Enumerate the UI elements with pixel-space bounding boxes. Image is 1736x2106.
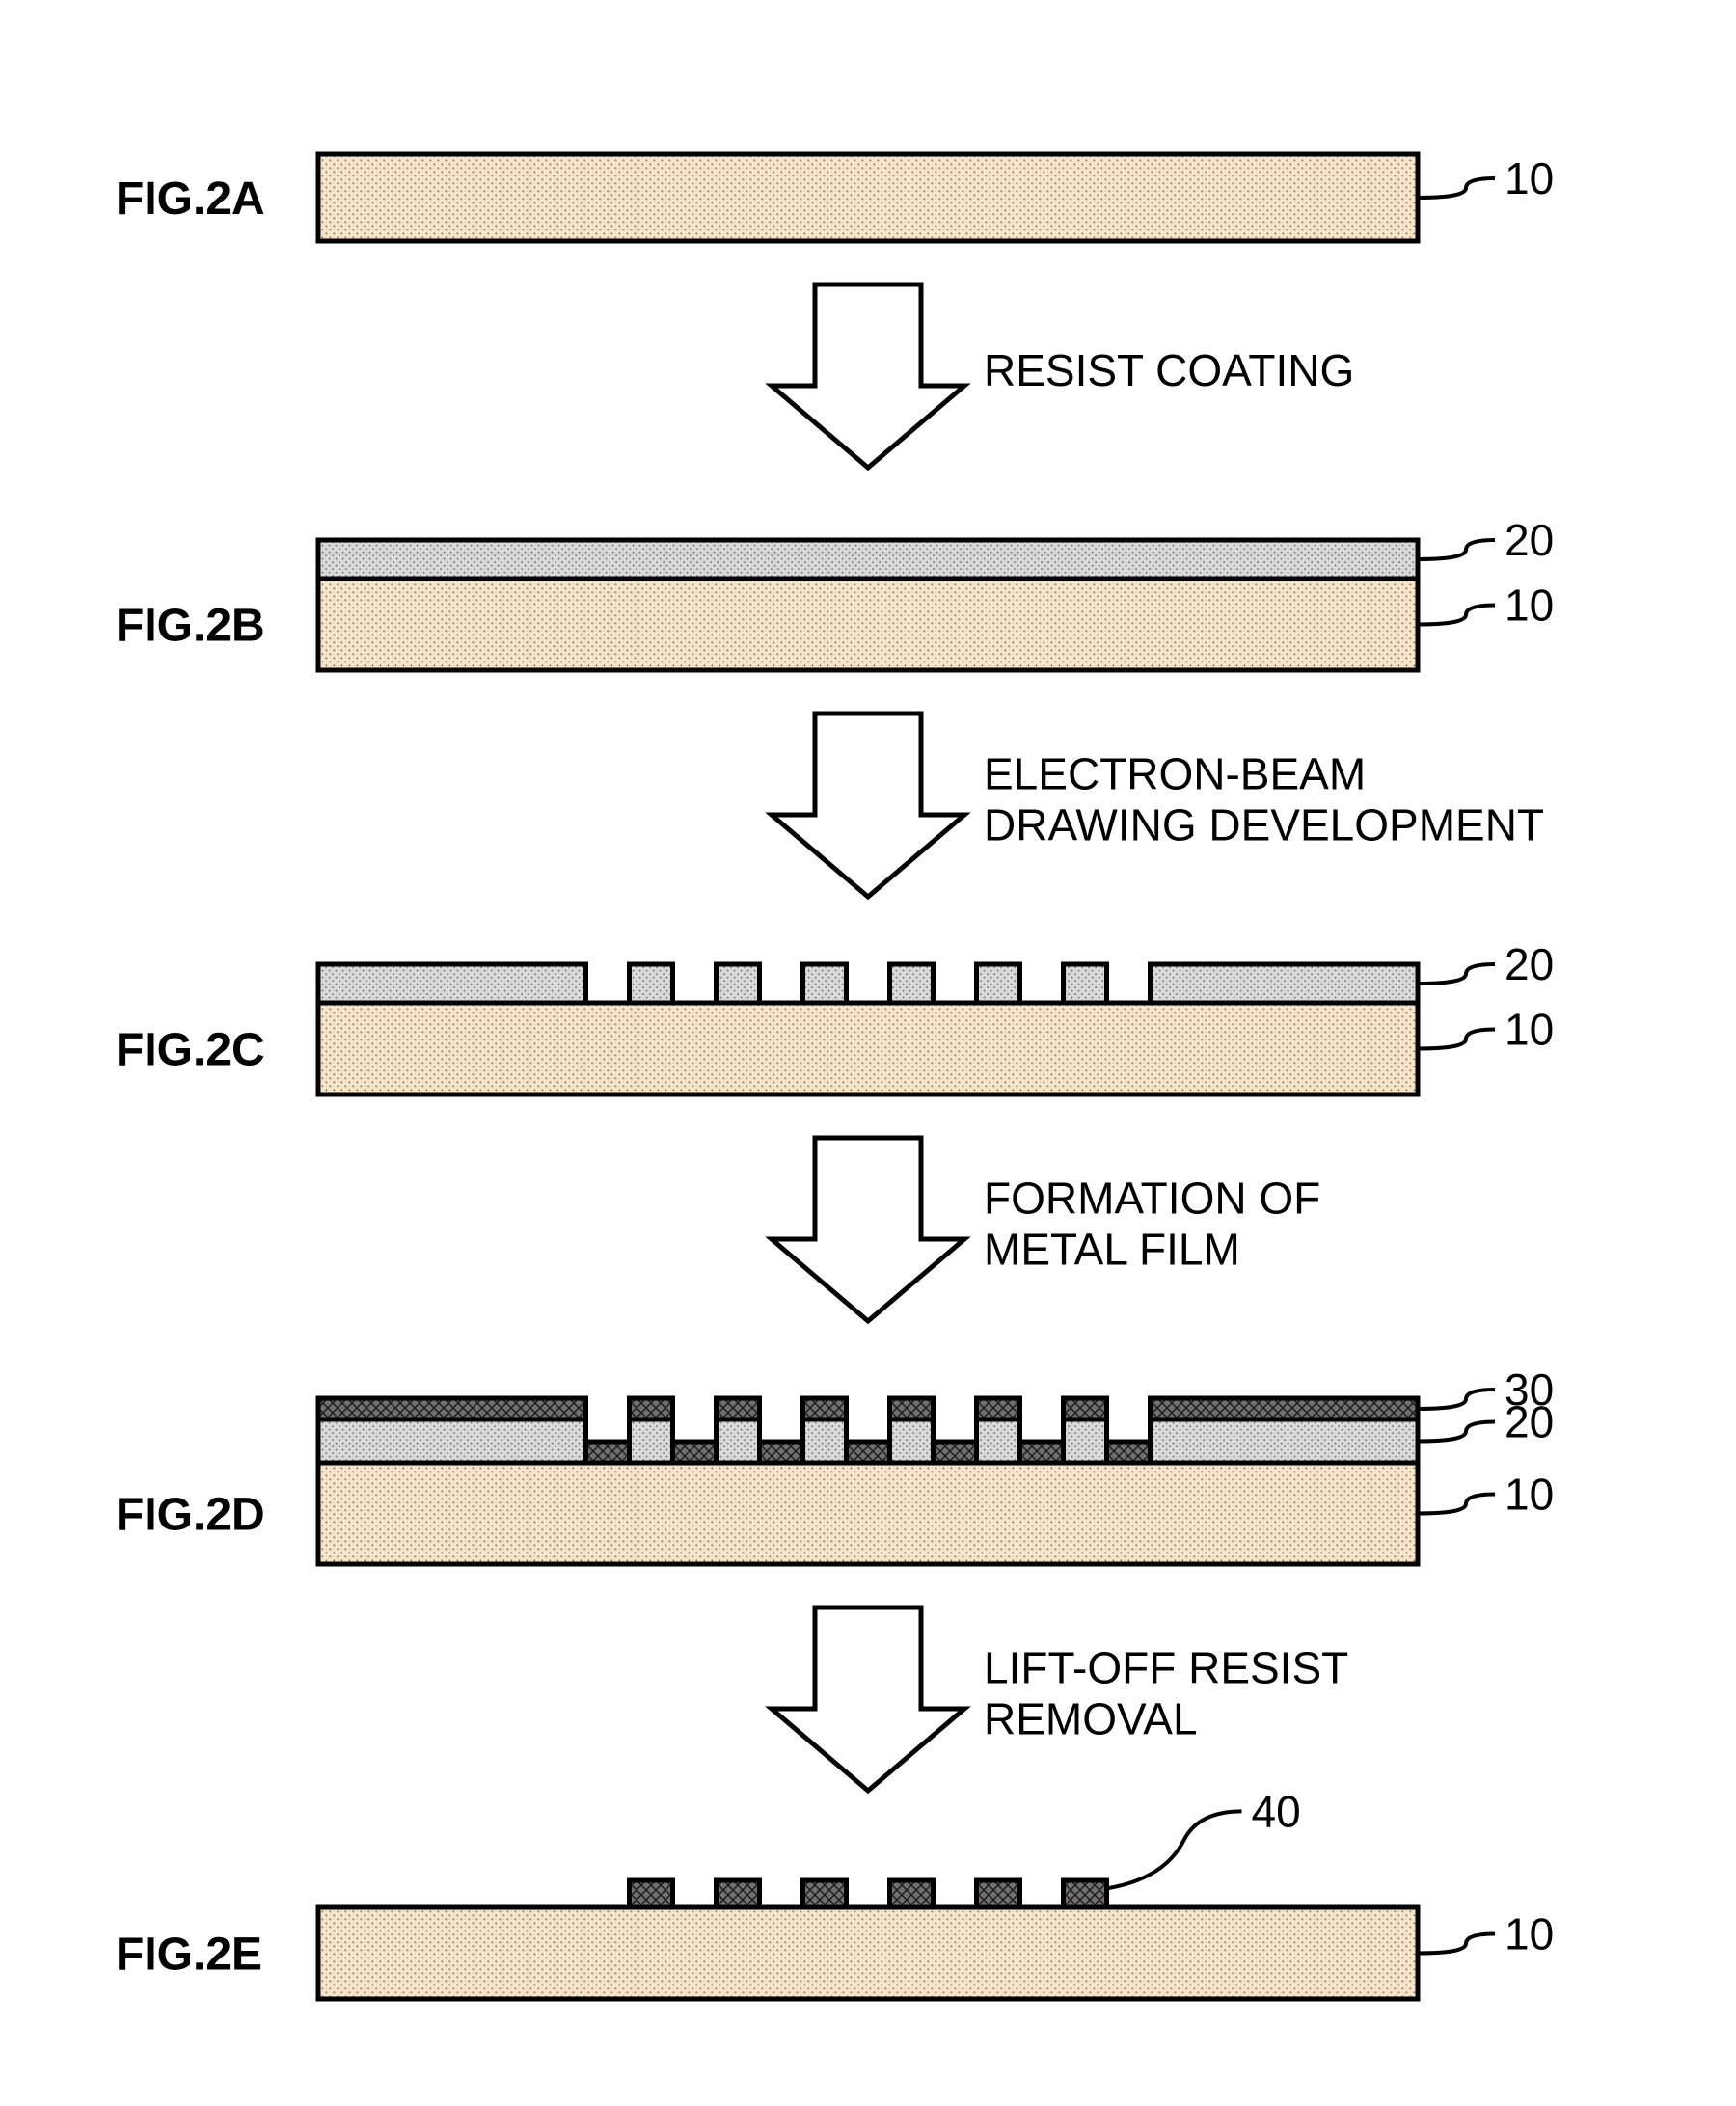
arrow-after-D: LIFT-OFF RESISTREMOVAL [772, 1607, 1348, 1791]
resist-pillar-0 [630, 964, 673, 1003]
step-A: 10 FIG.2A [116, 153, 1554, 241]
arrow-after-B-label-0: ELECTRON-BEAM [984, 749, 1366, 799]
metal-dot-1 [717, 1880, 760, 1907]
resist-pillar-4 [977, 1419, 1020, 1463]
metal-gap-1 [673, 1442, 717, 1463]
metal-cap-5 [1064, 1398, 1107, 1419]
metal-cap-2 [803, 1398, 847, 1419]
fig-label-E: FIG.2E [116, 1929, 262, 1980]
metal-cap-3 [890, 1398, 934, 1419]
metal-cap-1 [717, 1398, 760, 1419]
metal-dot-3 [890, 1880, 934, 1907]
diagram-root: 10 FIG.2A RESIST COATING 20 10 FIG.2B ELECTRON… [0, 0, 1736, 2106]
step-D: 302010FIG.2D [116, 1364, 1554, 1564]
metal-cap-4 [977, 1398, 1020, 1419]
ref-10: 10 [1418, 1470, 1554, 1520]
ref-10-text: 10 [1505, 1909, 1554, 1959]
ref-20: 20 [1418, 939, 1554, 989]
ref-20-text: 20 [1505, 1397, 1554, 1447]
arrow-after-A-label-0: RESIST COATING [984, 345, 1354, 395]
arrow-after-C-label-0: FORMATION OF [984, 1174, 1320, 1224]
arrow-after-B-label-1: DRAWING DEVELOPMENT [984, 800, 1544, 850]
resist-pillar-5 [1064, 1419, 1107, 1463]
resist-pillar-0 [630, 1419, 673, 1463]
resist-pillar-1 [717, 964, 760, 1003]
resist-right [1151, 1419, 1419, 1463]
resist-pillar-5 [1064, 964, 1107, 1003]
resist-pillar-3 [890, 964, 934, 1003]
substrate [318, 1003, 1418, 1094]
arrow-after-C: FORMATION OFMETAL FILM [772, 1138, 1320, 1321]
resist-pillar-1 [717, 1419, 760, 1463]
substrate [318, 1907, 1418, 1999]
resist-pillar-3 [890, 1419, 934, 1463]
ref-10: 10 [1418, 153, 1554, 203]
substrate [318, 579, 1418, 670]
metal-gap-4 [934, 1442, 977, 1463]
process-diagram: 10 FIG.2A RESIST COATING 20 10 FIG.2B ELECTRON… [0, 0, 1736, 2106]
fig-label-D: FIG.2D [116, 1489, 265, 1540]
resist-left [318, 964, 586, 1003]
substrate [318, 154, 1418, 241]
ref-20: 20 [1418, 1397, 1554, 1447]
arrow-after-D-label-1: REMOVAL [984, 1694, 1198, 1744]
resist-pillar-2 [803, 964, 847, 1003]
resist [318, 540, 1418, 579]
ref-40-text: 40 [1252, 1787, 1301, 1837]
ref-10-text: 10 [1505, 1005, 1554, 1055]
ref-10: 10 [1418, 580, 1554, 631]
ref-20-text: 20 [1505, 515, 1554, 565]
ref-10-text: 10 [1505, 153, 1554, 203]
ref-40: 40 [1107, 1787, 1301, 1889]
ref-20-text: 20 [1505, 939, 1554, 989]
metal-gap-0 [586, 1442, 630, 1463]
metal-left-top [318, 1398, 586, 1419]
ref-10: 10 [1418, 1005, 1554, 1055]
fig-label-B: FIG.2B [116, 600, 265, 651]
metal-gap-3 [847, 1442, 890, 1463]
metal-cap-0 [630, 1398, 673, 1419]
ref-20: 20 [1418, 515, 1554, 565]
metal-gap-5 [1020, 1442, 1064, 1463]
ref-10: 10 [1418, 1909, 1554, 1959]
ref-10-text: 10 [1505, 580, 1554, 631]
ref-10-text: 10 [1505, 1470, 1554, 1520]
fig-label-C: FIG.2C [116, 1024, 265, 1075]
resist-left [318, 1419, 586, 1463]
metal-dot-5 [1064, 1880, 1107, 1907]
metal-right-top [1151, 1398, 1419, 1419]
fig-label-A: FIG.2A [116, 174, 265, 225]
resist-right [1151, 964, 1419, 1003]
resist-pillar-2 [803, 1419, 847, 1463]
metal-gap-6 [1107, 1442, 1151, 1463]
metal-dot-2 [803, 1880, 847, 1907]
resist-pillar-4 [977, 964, 1020, 1003]
arrow-after-A: RESIST COATING [772, 284, 1354, 468]
arrow-after-B: ELECTRON-BEAMDRAWING DEVELOPMENT [772, 714, 1544, 897]
substrate [318, 1463, 1418, 1564]
arrow-after-D-label-0: LIFT-OFF RESIST [984, 1643, 1348, 1693]
arrow-after-C-label-1: METAL FILM [984, 1225, 1240, 1275]
metal-gap-2 [760, 1442, 803, 1463]
step-B: 20 10 FIG.2B [116, 515, 1554, 670]
metal-dot-0 [630, 1880, 673, 1907]
step-E: 40 10 FIG.2E [116, 1787, 1554, 2000]
metal-dot-4 [977, 1880, 1020, 1907]
step-C: 20 10 FIG.2C [116, 939, 1554, 1094]
